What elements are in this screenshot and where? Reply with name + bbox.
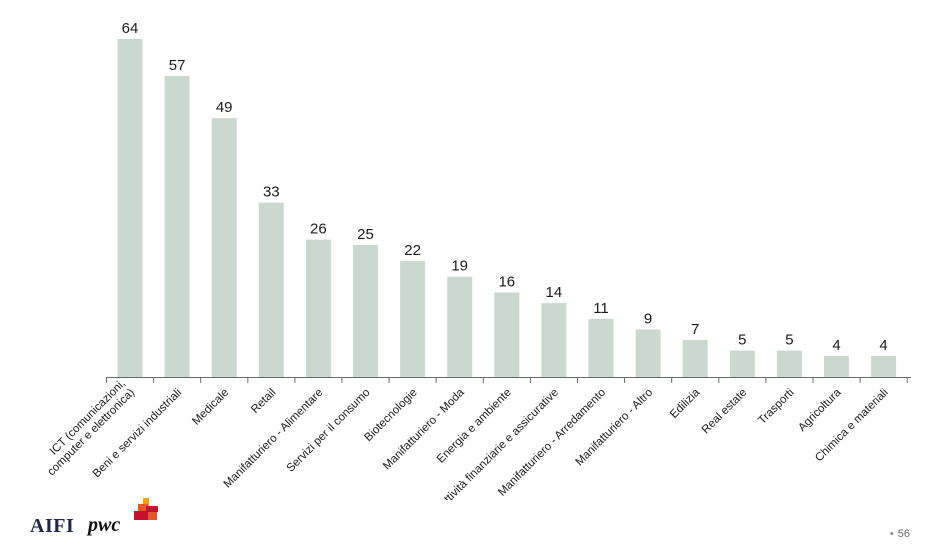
bar [729,350,755,377]
page-number-value: 56 [897,528,910,540]
category-label: Real estate [700,387,750,437]
value-label: 33 [263,184,280,201]
category-label: ICT (comunicazioni,computer e elettronic… [36,377,137,478]
category-label: Manifatturiero - Altro [574,387,656,469]
value-label: 25 [357,226,374,243]
pwc-logo: pwc [88,514,121,536]
value-label: 49 [216,99,233,116]
footer-logos: AIFI pwc [30,498,170,542]
value-label: 22 [404,242,421,259]
page-bullet: • [889,528,894,540]
bar [682,340,708,377]
bar [871,355,897,377]
value-label: 57 [169,57,186,74]
value-label: 19 [451,258,468,275]
aifi-logo: AIFI [30,515,75,537]
category-label: Medicale [190,387,231,428]
value-label: 4 [832,337,840,354]
category-label: Manifatturiero - Moda [381,386,467,472]
value-label: 64 [122,20,139,37]
bar [447,276,473,377]
value-label: 26 [310,221,327,238]
bar [211,118,237,377]
value-label: 16 [498,274,515,291]
category-label: Retail [249,387,278,416]
bar [635,329,661,377]
bar [164,76,190,377]
category-label: Servizi per il consumo [285,387,373,475]
bar [400,260,426,377]
bar [588,318,614,377]
bars-layer [117,39,897,377]
category-labels-layer: ICT (comunicazioni,computer e elettronic… [36,377,890,500]
page-number: • 56 [890,528,910,540]
x-axis-ticks [106,377,908,383]
value-label: 4 [879,337,887,354]
category-label: Edilizia [668,386,703,421]
value-label: 5 [785,332,793,349]
bar [824,355,849,377]
category-label: Agricoltura [796,386,844,434]
bar [117,39,143,377]
bar [258,202,284,377]
bar [353,245,378,377]
value-label: 9 [644,311,652,328]
pwc-mark-icon [134,498,158,520]
value-label: 11 [593,300,609,317]
bar-chart: 64 57 49 33 26 25 22 19 16 14 11 9 7 5 5 4 4 ICT (comuni… [36,20,911,500]
category-label: Trasporti [756,387,796,427]
value-label: 14 [546,284,563,301]
bar [776,350,802,377]
bar [494,292,520,377]
value-labels-layer: 64 57 49 33 26 25 22 19 16 14 11 9 7 5 5 4 4 [122,20,888,354]
bar [541,303,567,377]
bar [305,239,331,377]
value-label: 7 [691,321,699,338]
value-label: 5 [738,332,746,349]
category-label: Manifatturiero - Alimentare [222,387,326,491]
